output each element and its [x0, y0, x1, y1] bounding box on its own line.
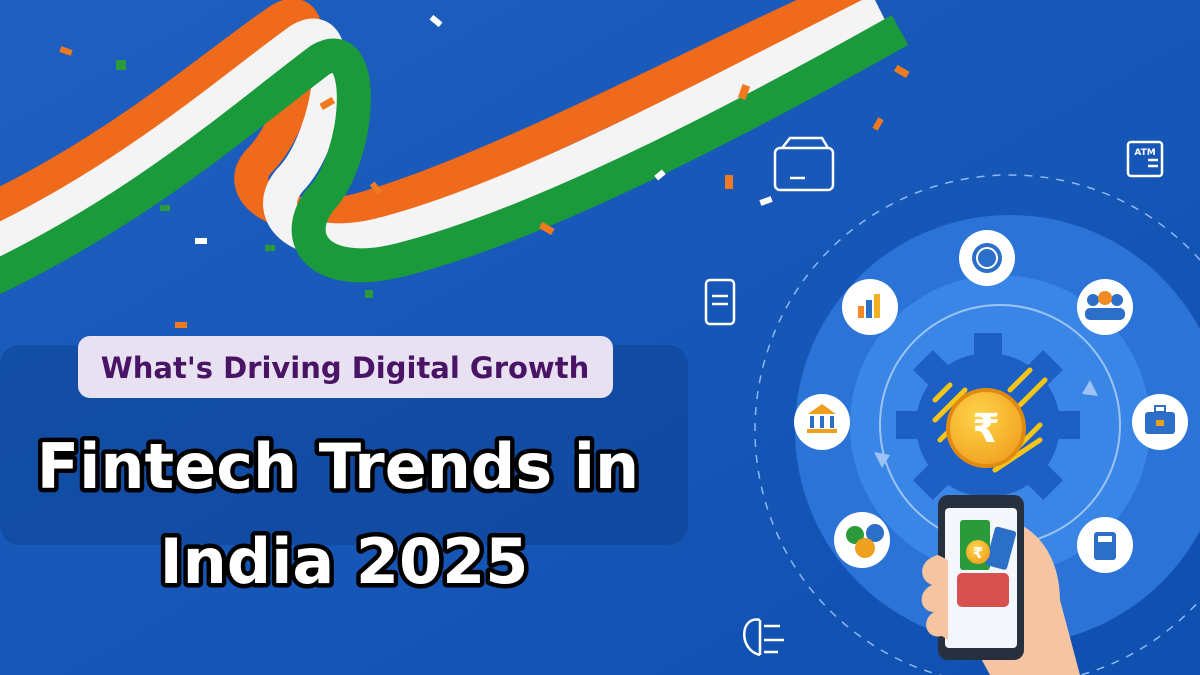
tricolor-ribbon — [0, 0, 909, 295]
confetti — [59, 14, 910, 328]
subtitle: What's Driving Digital Growth — [101, 351, 589, 385]
title-line: India 2025 — [160, 525, 529, 598]
rupee-symbol: ₹ — [972, 406, 1000, 452]
title-line: Fintech Trends in — [37, 430, 639, 503]
fintech-illustration: ₹ ATM ₹ — [704, 136, 1200, 675]
atm-label: ATM — [1134, 148, 1155, 158]
rupee-symbol: ₹ — [973, 544, 983, 562]
subtitle-pill — [78, 336, 613, 398]
